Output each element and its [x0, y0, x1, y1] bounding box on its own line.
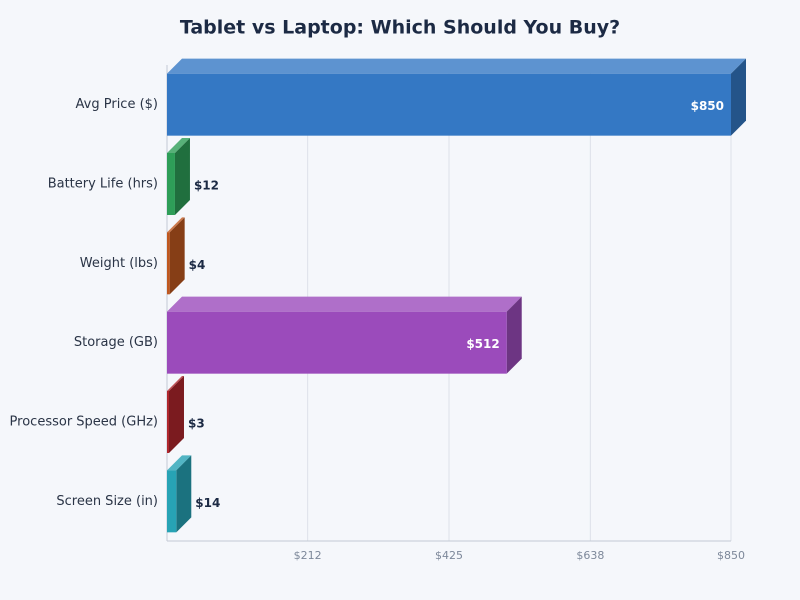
x-tick-label: $638 [576, 549, 604, 562]
x-tick-label: $425 [435, 549, 463, 562]
bar [167, 391, 169, 453]
bar-side [506, 296, 522, 374]
value-label: $512 [466, 337, 499, 351]
bar-side [176, 455, 192, 533]
value-label: $3 [188, 417, 205, 431]
bar-side [169, 217, 185, 295]
bar [167, 153, 175, 215]
bar-top [167, 138, 190, 153]
bar-side [731, 58, 746, 136]
y-tick-label: Storage (GB) [74, 335, 158, 350]
bar [167, 232, 170, 295]
bar-top [167, 58, 746, 74]
bar-top [167, 296, 522, 312]
chart-title: Tablet vs Laptop: Which Should You Buy? [180, 17, 620, 39]
bar-top [167, 376, 184, 391]
y-tick-label: Weight (lbs) [80, 256, 158, 271]
y-tick-label: Battery Life (hrs) [48, 177, 158, 192]
bar [167, 311, 507, 374]
value-label: $850 [691, 99, 724, 113]
x-tick-label: $850 [717, 549, 745, 562]
bar-side [168, 376, 184, 453]
y-tick-label: Processor Speed (GHz) [10, 415, 158, 430]
y-tick-label: Avg Price ($) [76, 97, 158, 112]
y-tick-label: Screen Size (in) [56, 494, 158, 509]
value-label: $12 [194, 179, 219, 193]
bar [167, 470, 177, 533]
value-label: $14 [195, 496, 220, 510]
bar-side [174, 138, 190, 215]
value-label: $4 [189, 258, 206, 272]
bar-top [167, 217, 185, 233]
bar-top [167, 455, 192, 471]
bar [167, 73, 731, 136]
x-tick-label: $212 [294, 549, 322, 562]
